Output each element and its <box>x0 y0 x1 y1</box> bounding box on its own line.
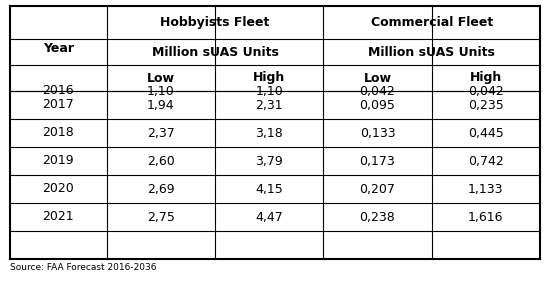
Text: 0,095: 0,095 <box>359 98 396 112</box>
Text: 2020: 2020 <box>42 183 74 196</box>
Text: Source: FAA Forecast 2016-2036: Source: FAA Forecast 2016-2036 <box>10 263 157 272</box>
Text: Year: Year <box>43 42 74 55</box>
Text: Low: Low <box>363 72 391 85</box>
Text: Million sUAS Units: Million sUAS Units <box>152 46 278 59</box>
Text: 2018: 2018 <box>42 127 74 140</box>
Text: 2,37: 2,37 <box>147 127 175 140</box>
Text: 2016: 2016 <box>43 85 74 98</box>
Text: 2017: 2017 <box>42 98 74 112</box>
Text: 4,15: 4,15 <box>255 183 283 196</box>
Text: 3,18: 3,18 <box>255 127 283 140</box>
Text: 0,042: 0,042 <box>359 85 395 98</box>
Text: 2,31: 2,31 <box>255 98 283 112</box>
Text: Million sUAS Units: Million sUAS Units <box>368 46 495 59</box>
Text: 2,69: 2,69 <box>147 183 175 196</box>
Text: 0,042: 0,042 <box>468 85 504 98</box>
Text: High: High <box>470 72 502 85</box>
Text: High: High <box>253 72 286 85</box>
Text: 4,47: 4,47 <box>255 211 283 224</box>
Text: Commercial Fleet: Commercial Fleet <box>370 16 493 29</box>
Text: 0,235: 0,235 <box>468 98 504 112</box>
Text: Hobbyists Fleet: Hobbyists Fleet <box>160 16 270 29</box>
Text: 2019: 2019 <box>43 155 74 168</box>
Text: 1,10: 1,10 <box>255 85 283 98</box>
Text: 3,79: 3,79 <box>255 155 283 168</box>
Text: 2021: 2021 <box>43 211 74 224</box>
Text: 0,207: 0,207 <box>359 183 396 196</box>
Text: 2,60: 2,60 <box>147 155 175 168</box>
Text: 0,742: 0,742 <box>468 155 504 168</box>
Text: 0,133: 0,133 <box>359 127 395 140</box>
Text: 0,238: 0,238 <box>359 211 395 224</box>
Text: 2,75: 2,75 <box>147 211 175 224</box>
Text: 1,133: 1,133 <box>468 183 504 196</box>
Text: 1,10: 1,10 <box>147 85 175 98</box>
Text: 0,445: 0,445 <box>468 127 504 140</box>
Text: 1,94: 1,94 <box>147 98 175 112</box>
Text: 1,616: 1,616 <box>468 211 504 224</box>
Text: Low: Low <box>147 72 175 85</box>
Text: 0,173: 0,173 <box>359 155 395 168</box>
